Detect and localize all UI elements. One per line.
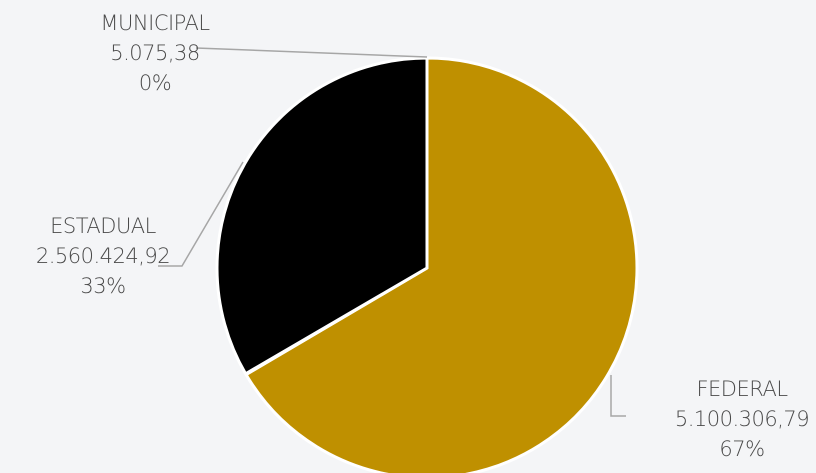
label-estadual-name: ESTADUAL bbox=[50, 214, 157, 238]
pie-slice-federal bbox=[244, 56, 639, 473]
label-municipal-percent: 0% bbox=[139, 71, 171, 95]
data-labels: FEDERAL 5.100.306,79 67% MUNICIPAL 5.075,38 0… bbox=[36, 11, 810, 461]
label-federal-value: 5.100.306,79 bbox=[675, 407, 809, 431]
leader-lines bbox=[158, 47, 626, 417]
label-estadual-percent: 33% bbox=[80, 274, 125, 298]
leader-line-estadual bbox=[158, 161, 244, 267]
label-estadual-value: 2.560.424,92 bbox=[36, 244, 170, 268]
label-municipal-name: MUNICIPAL bbox=[100, 11, 210, 35]
leader-line-municipal bbox=[195, 47, 428, 58]
pie-slice-estadual bbox=[215, 56, 429, 376]
label-municipal-value: 5.075,38 bbox=[110, 41, 200, 65]
pie-slices bbox=[215, 56, 639, 473]
label-federal-name: FEDERAL bbox=[696, 377, 788, 401]
leader-line-federal bbox=[610, 375, 626, 417]
label-federal-percent: 67% bbox=[719, 437, 764, 461]
